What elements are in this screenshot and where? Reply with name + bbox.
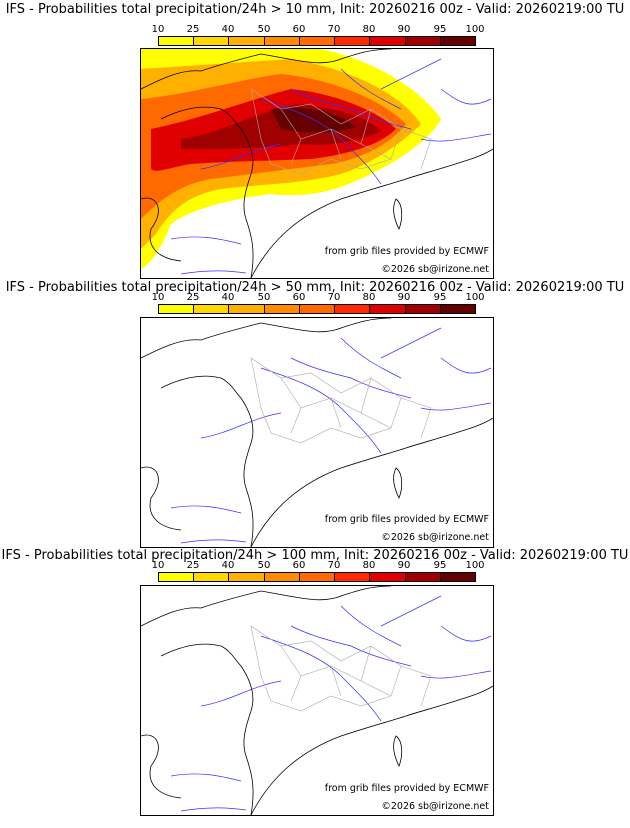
- tick-label: 95: [433, 24, 447, 35]
- colorbar-swatch: [194, 37, 230, 45]
- tick-label: 95: [433, 292, 447, 303]
- tick-label: 60: [292, 24, 306, 35]
- colorbar-ticks: 10 25 40 50 60 70 80 90 95 100: [150, 292, 485, 304]
- probability-map: from grib files provided by ECMWF ©2026 …: [140, 585, 494, 816]
- tick-label: 100: [465, 24, 485, 35]
- tick-label: 100: [465, 560, 485, 571]
- colorbar-swatch: [299, 37, 336, 45]
- source-credit: from grib files provided by ECMWF: [324, 246, 489, 257]
- colorbar-swatch: [229, 37, 265, 45]
- tick-label: 70: [327, 24, 341, 35]
- panel-title: IFS - Probabilities total precipitation/…: [5, 2, 625, 17]
- tick-label: 25: [186, 24, 200, 35]
- tick-label: 80: [362, 292, 376, 303]
- tick-label: 80: [362, 560, 376, 571]
- tick-label: 100: [465, 292, 485, 303]
- colorbar-swatch: [194, 573, 230, 581]
- colorbar: [158, 572, 476, 582]
- colorbar-swatch: [264, 573, 300, 581]
- colorbar-swatch: [440, 305, 475, 313]
- tick-label: 40: [221, 24, 235, 35]
- colorbar-swatch: [229, 573, 265, 581]
- colorbar-swatch: [229, 305, 265, 313]
- tick-label: 50: [257, 24, 271, 35]
- panel-title: IFS - Probabilities total precipitation/…: [5, 280, 625, 295]
- tick-label: 95: [433, 560, 447, 571]
- probability-map: from grib files provided by ECMWF ©2026 …: [140, 317, 494, 548]
- colorbar-swatch: [264, 37, 300, 45]
- colorbar-swatch: [335, 37, 371, 45]
- tick-label: 60: [292, 292, 306, 303]
- colorbar-swatch: [159, 305, 195, 313]
- colorbar: [158, 304, 476, 314]
- tick-label: 50: [257, 560, 271, 571]
- tick-label: 25: [186, 292, 200, 303]
- colorbar-swatch: [440, 573, 475, 581]
- tick-label: 25: [186, 560, 200, 571]
- tick-label: 90: [397, 560, 411, 571]
- colorbar-swatch: [194, 305, 230, 313]
- colorbar-swatch: [440, 37, 475, 45]
- tick-label: 40: [221, 292, 235, 303]
- tick-label: 90: [397, 24, 411, 35]
- colorbar-swatch: [159, 573, 195, 581]
- tick-label: 50: [257, 292, 271, 303]
- copyright: ©2026 sb@irizone.net: [381, 532, 489, 543]
- colorbar-swatch: [370, 573, 406, 581]
- tick-label: 70: [327, 292, 341, 303]
- colorbar-swatch: [405, 37, 441, 45]
- colorbar-ticks: 10 25 40 50 60 70 80 90 95 100: [150, 560, 485, 572]
- colorbar-swatch: [370, 305, 406, 313]
- colorbar-swatch: [335, 573, 371, 581]
- tick-label: 10: [151, 560, 165, 571]
- copyright: ©2026 sb@irizone.net: [381, 264, 489, 275]
- tick-label: 70: [327, 560, 341, 571]
- colorbar-swatch: [299, 305, 336, 313]
- tick-label: 90: [397, 292, 411, 303]
- colorbar-swatch: [159, 37, 195, 45]
- source-credit: from grib files provided by ECMWF: [324, 514, 489, 525]
- tick-label: 10: [151, 292, 165, 303]
- colorbar-swatch: [405, 573, 441, 581]
- probability-map: from grib files provided by ECMWF ©2026 …: [140, 48, 494, 279]
- tick-label: 10: [151, 24, 165, 35]
- colorbar-swatch: [264, 305, 300, 313]
- tick-label: 60: [292, 560, 306, 571]
- colorbar-ticks: 10 25 40 50 60 70 80 90 95 100: [150, 24, 485, 36]
- tick-label: 40: [221, 560, 235, 571]
- tick-label: 80: [362, 24, 376, 35]
- colorbar-swatch: [335, 305, 371, 313]
- colorbar-swatch: [405, 305, 441, 313]
- colorbar-swatch: [299, 573, 336, 581]
- source-credit: from grib files provided by ECMWF: [324, 783, 489, 794]
- copyright: ©2026 sb@irizone.net: [381, 801, 489, 812]
- panel-title: IFS - Probabilities total precipitation/…: [1, 548, 629, 563]
- colorbar-swatch: [370, 37, 406, 45]
- colorbar: [158, 36, 476, 46]
